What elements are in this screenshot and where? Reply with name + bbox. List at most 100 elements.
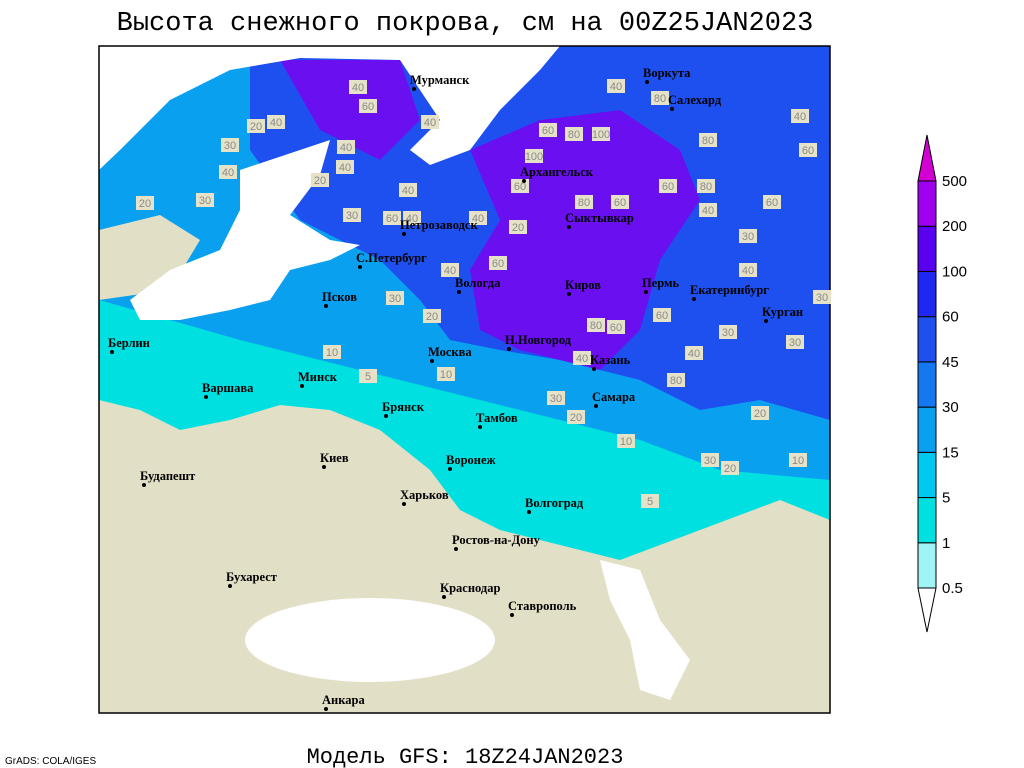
contour-label: 40 — [340, 142, 352, 154]
contour-label: 5 — [647, 496, 653, 508]
contour-label-box — [607, 320, 625, 334]
contour-label-box — [525, 149, 543, 163]
colorbar-label: 1 — [942, 535, 950, 552]
colorbar-segment — [917, 451, 937, 499]
city-dot — [358, 265, 362, 269]
contour-label-box — [667, 373, 685, 387]
contour-label: 60 — [614, 197, 626, 209]
map-frame — [98, 45, 831, 714]
city-label: Бухарест — [226, 570, 277, 584]
city-label: Тамбов — [476, 411, 518, 425]
contour-label-box — [685, 346, 703, 360]
contour-label-box — [641, 494, 659, 508]
contour-label-box — [539, 123, 557, 137]
contour-label: 40 — [222, 167, 234, 179]
contour-label: 30 — [789, 337, 801, 349]
city-dot — [442, 595, 446, 599]
contour-label: 30 — [389, 293, 401, 305]
contour-label-box — [469, 211, 487, 225]
city-dot — [692, 297, 696, 301]
contour-label-box — [359, 369, 377, 383]
city-dot — [430, 359, 434, 363]
contour-label-box — [343, 208, 361, 222]
colorbar-label: 45 — [942, 354, 959, 371]
contour-label-box — [136, 196, 154, 210]
contour-label-box — [437, 367, 455, 381]
city-dot — [510, 613, 514, 617]
contour-label: 40 — [402, 185, 414, 197]
city-label: Салехард — [668, 93, 722, 107]
city-dot — [324, 707, 328, 711]
contour-label: 30 — [224, 140, 236, 152]
city-dot — [645, 80, 649, 84]
contour-label-box — [573, 351, 591, 365]
city-dot — [412, 87, 416, 91]
contour-label-box — [383, 211, 401, 225]
colorbar-label: 5 — [942, 490, 950, 507]
city-label: Самара — [592, 390, 636, 404]
contour-label: 30 — [704, 455, 716, 467]
contour-label: 20 — [512, 222, 524, 234]
contour-label: 80 — [702, 135, 714, 147]
snow-100 — [470, 110, 700, 370]
contour-label-box — [403, 211, 421, 225]
contour-label-box — [489, 256, 507, 270]
colorbar-label: 30 — [942, 399, 959, 416]
contour-label: 40 — [702, 205, 714, 217]
contour-label-box — [575, 195, 593, 209]
colorbar-segment — [917, 225, 937, 272]
city-label: Псков — [322, 290, 357, 304]
contour-label: 40 — [742, 265, 754, 277]
contour-label: 40 — [270, 117, 282, 129]
contour-label-box — [751, 406, 769, 420]
city-dot — [644, 290, 648, 294]
contour-label: 60 — [514, 181, 526, 193]
contour-label: 40 — [610, 81, 622, 93]
city-label: Воркута — [643, 66, 691, 80]
colorbar-label: 0.5 — [942, 580, 963, 597]
contour-label-box — [267, 115, 285, 129]
contour-label-box — [611, 195, 629, 209]
city-dot — [522, 179, 526, 183]
caspian-sea — [600, 560, 690, 700]
contour-label: 20 — [754, 408, 766, 420]
title: Высота снежного покрова, см на 00Z25JAN2… — [117, 9, 814, 39]
contour-label-box — [509, 220, 527, 234]
city-dot — [204, 395, 208, 399]
city-dot — [448, 467, 452, 471]
city-label: Курган — [762, 305, 803, 319]
city-label: Сыктывкар — [565, 211, 634, 225]
city-label: Краснодар — [440, 581, 500, 595]
city-dot — [594, 404, 598, 408]
city-dot — [507, 347, 511, 351]
contour-label-box — [399, 183, 417, 197]
city-label: Петрозаводск — [400, 218, 478, 232]
city-label: Минск — [298, 370, 338, 384]
contour-label-box — [336, 160, 354, 174]
contour-label: 60 — [362, 101, 374, 113]
contour-label-box — [739, 229, 757, 243]
contour-label: 10 — [326, 347, 338, 359]
city-label: Волгоград — [525, 496, 584, 510]
contour-label: 20 — [570, 412, 582, 424]
contour-label: 30 — [550, 393, 562, 405]
colorbar-segment — [917, 406, 937, 453]
colorbar-label: 60 — [942, 309, 959, 326]
contour-label-box — [659, 179, 677, 193]
city-label: Будапешт — [140, 469, 195, 483]
city-label: Екатеринбург — [690, 283, 769, 297]
contour-label-box — [719, 325, 737, 339]
contour-label-box — [651, 91, 669, 105]
contour-label-box — [565, 127, 583, 141]
colorbar-label: 15 — [942, 444, 959, 461]
city-label: Киев — [320, 451, 349, 465]
contour-label-box — [337, 140, 355, 154]
city-label: Москва — [428, 345, 472, 359]
city-label: Ростов-на-Дону — [452, 533, 541, 547]
contour-label: 10 — [620, 436, 632, 448]
contour-label-box — [721, 461, 739, 475]
contour-label-box — [699, 133, 717, 147]
city-dot — [454, 547, 458, 551]
map — [99, 46, 830, 713]
